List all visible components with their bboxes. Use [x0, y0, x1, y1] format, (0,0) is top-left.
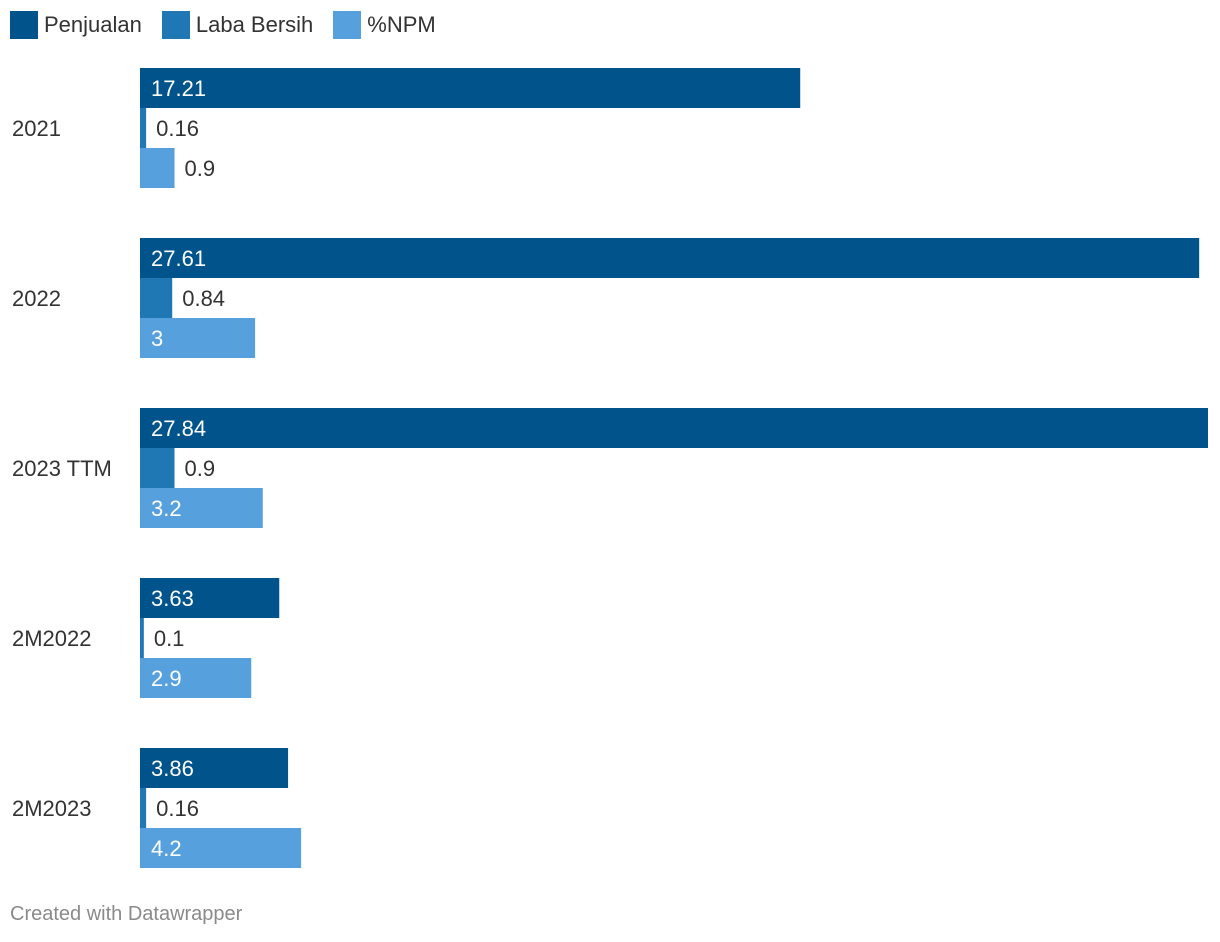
value-label-penjualan-2021: 17.21: [151, 76, 206, 101]
value-label-npm-2023-ttm: 3.2: [151, 496, 182, 521]
bar-laba-bersih-2m2022: [140, 618, 144, 658]
bar-group-2m2023: 2M2023 3.86 0.16 4.2: [12, 748, 302, 868]
value-label-npm-2022: 3: [151, 326, 163, 351]
bar-npm-2022: [140, 318, 256, 358]
bar-npm-2023-ttm: [140, 488, 263, 528]
category-label-2021: 2021: [12, 116, 61, 141]
legend-item-npm: %NPM: [333, 11, 436, 39]
bar-group-2021: 2021 17.21 0.16 0.9: [12, 68, 801, 188]
value-label-penjualan-2022: 27.61: [151, 246, 206, 271]
value-label-penjualan-2m2022: 3.63: [151, 586, 194, 611]
value-label-penjualan-2m2023: 3.86: [151, 756, 194, 781]
legend-item-penjualan: Penjualan: [10, 11, 142, 39]
value-label-laba-bersih-2m2022: 0.1: [154, 626, 185, 651]
bar-penjualan-2m2022: [140, 578, 280, 618]
bar-group-2022: 2022 27.61 0.84 3: [12, 238, 1200, 358]
category-label-2022: 2022: [12, 286, 61, 311]
legend-label-penjualan: Penjualan: [44, 12, 142, 37]
bar-npm-2m2023: [140, 828, 302, 868]
value-label-laba-bersih-2021: 0.16: [156, 116, 199, 141]
bar-laba-bersih-2022: [140, 278, 173, 318]
value-label-npm-2m2022: 2.9: [151, 666, 182, 691]
legend: Penjualan Laba Bersih %NPM: [10, 10, 456, 40]
legend-swatch-laba-bersih: [161, 11, 190, 39]
bar-laba-bersih-2021: [140, 108, 147, 148]
bar-penjualan-2021: [140, 68, 801, 108]
legend-label-npm: %NPM: [367, 12, 436, 37]
bar-npm-2021: [140, 148, 175, 188]
bar-group-2023-ttm: 2023 TTM 27.84 0.93.2: [12, 408, 1208, 528]
value-label-laba-bersih-2m2023: 0.16: [156, 796, 199, 821]
bar-group-2m2022: 2M2022 3.63 0.1 2.9: [12, 578, 280, 698]
value-label-laba-bersih-2022: 0.84: [182, 286, 225, 311]
legend-swatch-npm: [333, 11, 362, 39]
category-label-2m2023: 2M2023: [12, 796, 92, 821]
bar-laba-bersih-2023-ttm: [140, 448, 175, 488]
value-label-npm-2021: 0.9: [185, 156, 216, 181]
footer-credit: Created with Datawrapper: [10, 903, 243, 925]
value-label-penjualan-2023-ttm: 27.84: [151, 416, 206, 441]
bar-laba-bersih-2m2023: [140, 788, 147, 828]
value-label-npm-2m2023: 4.2: [151, 836, 182, 861]
legend-item-laba-bersih: Laba Bersih: [161, 11, 314, 39]
legend-swatch-penjualan: [10, 11, 38, 39]
bar-penjualan-2023-ttm: [140, 408, 1208, 448]
bar-npm-2m2022: [140, 658, 252, 698]
bar-penjualan-2022: [140, 238, 1200, 278]
category-label-2m2022: 2M2022: [12, 626, 92, 651]
value-label-laba-bersih-2023-ttm: 0.9: [185, 456, 216, 481]
legend-label-laba-bersih: Laba Bersih: [195, 12, 314, 37]
category-label-2023-ttm: 2023 TTM: [12, 456, 112, 481]
bar-penjualan-2m2023: [140, 748, 289, 788]
